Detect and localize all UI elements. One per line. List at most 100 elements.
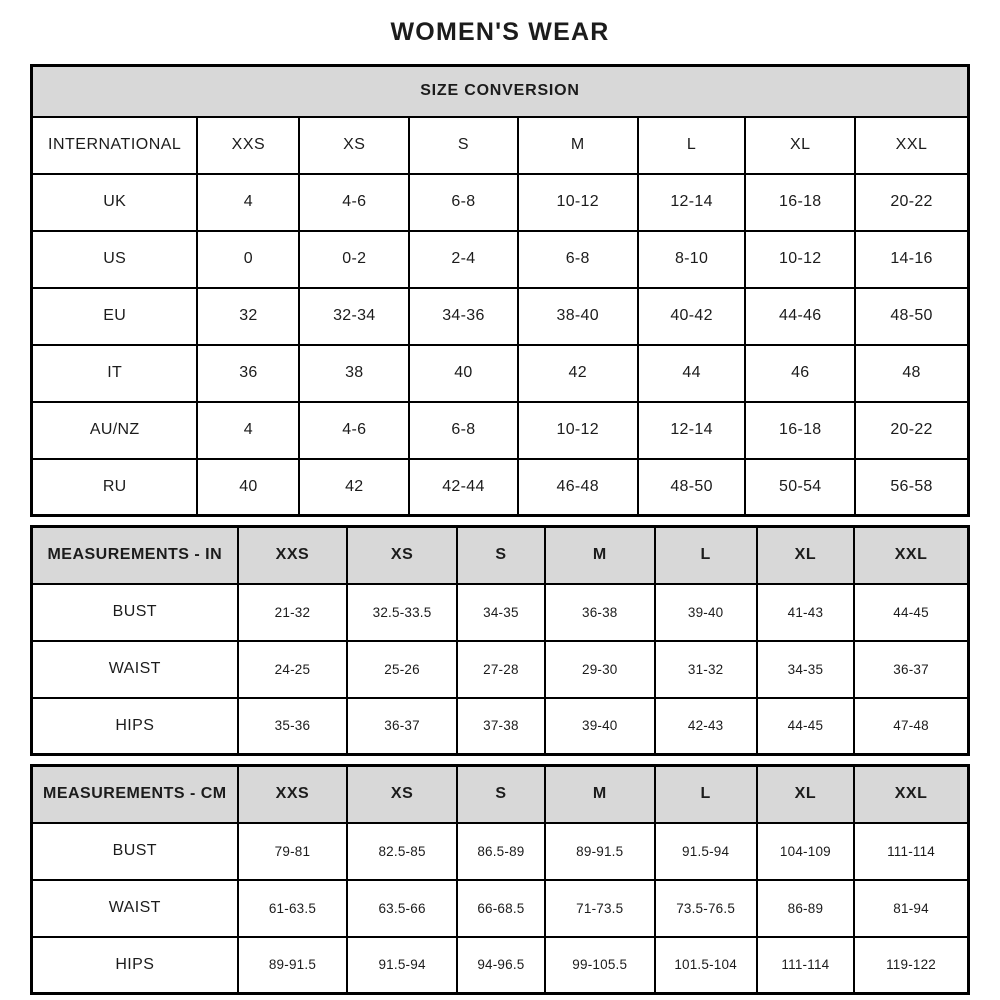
column-header: XS (298, 115, 411, 175)
table-gap (30, 756, 970, 764)
table-cell: 37-38 (455, 696, 546, 756)
column-header: L (653, 525, 758, 585)
table-cell: 73.5-76.5 (653, 878, 758, 938)
table-cell: 46-48 (516, 457, 639, 517)
table-cell: 21-32 (236, 582, 349, 642)
table-cell: 50-54 (744, 457, 857, 517)
table-cell: 4-6 (298, 400, 411, 460)
table-row: HIPS 35-36 36-37 37-38 39-40 42-43 44-45 47-48 (30, 696, 970, 756)
table-cell: 6-8 (516, 229, 639, 289)
table-cell: 82.5-85 (346, 821, 458, 881)
column-header: XL (744, 115, 857, 175)
table-cell: 36 (196, 343, 301, 403)
table-cell: 0-2 (298, 229, 411, 289)
row-label: US (30, 229, 199, 289)
table-cell: 86-89 (755, 878, 856, 938)
column-header: XL (755, 525, 856, 585)
table-cell: 16-18 (744, 172, 857, 232)
table-cell: 111-114 (853, 821, 970, 881)
table-cell: 44-46 (744, 286, 857, 346)
table-cell: 63.5-66 (346, 878, 458, 938)
table-title: MEASUREMENTS - CM (30, 764, 239, 824)
table-row: WAIST 24-25 25-26 27-28 29-30 31-32 34-35 36-37 (30, 639, 970, 699)
table-cell: 34-36 (408, 286, 519, 346)
table-cell: 36-37 (853, 639, 970, 699)
table-cell: 111-114 (755, 935, 856, 995)
table-cell: 2-4 (408, 229, 519, 289)
table-cell: 46 (744, 343, 857, 403)
table-cell: 10-12 (516, 400, 639, 460)
column-header: XXS (236, 764, 349, 824)
row-label: WAIST (30, 639, 239, 699)
row-label: BUST (30, 821, 239, 881)
row-label: WAIST (30, 878, 239, 938)
size-conversion-title: SIZE CONVERSION (30, 64, 970, 118)
table-cell: 89-91.5 (543, 821, 656, 881)
table-cell: 32.5-33.5 (346, 582, 458, 642)
column-header: M (516, 115, 639, 175)
column-header: L (636, 115, 747, 175)
table-row: UK 4 4-6 6-8 10-12 12-14 16-18 20-22 (30, 172, 970, 232)
table-row: EU 32 32-34 34-36 38-40 40-42 44-46 48-50 (30, 286, 970, 346)
table-cell: 31-32 (653, 639, 758, 699)
table-cell: 38 (298, 343, 411, 403)
size-conversion-table: SIZE CONVERSION INTERNATIONAL XXS XS S M L XL X… (30, 64, 970, 517)
column-header: M (543, 764, 656, 824)
measurements-cm-body: MEASUREMENTS - CM XXS XS S M L XL XXL BUST 79-81 8… (30, 764, 970, 995)
table-cell: 48-50 (854, 286, 970, 346)
row-label: EU (30, 286, 199, 346)
table-cell: 6-8 (408, 400, 519, 460)
table-cell: 20-22 (854, 400, 970, 460)
table-cell: 42-43 (653, 696, 758, 756)
table-row: BUST 21-32 32.5-33.5 34-35 36-38 39-40 41-43 44… (30, 582, 970, 642)
measurements-cm-table: MEASUREMENTS - CM XXS XS S M L XL XXL BUST 79-81 8… (30, 764, 970, 995)
table-cell: 16-18 (744, 400, 857, 460)
table-cell: 40-42 (636, 286, 747, 346)
table-row: MEASUREMENTS - CM XXS XS S M L XL XXL (30, 764, 970, 824)
table-cell: 34-35 (455, 582, 546, 642)
table-cell: 4 (196, 400, 301, 460)
row-label: HIPS (30, 935, 239, 995)
table-cell: 42 (516, 343, 639, 403)
table-cell: 44-45 (755, 696, 856, 756)
table-gap (30, 517, 970, 525)
table-cell: 35-36 (236, 696, 349, 756)
table-cell: 32 (196, 286, 301, 346)
table-cell: 12-14 (636, 400, 747, 460)
table-cell: 4-6 (298, 172, 411, 232)
table-row: AU/NZ 4 4-6 6-8 10-12 12-14 16-18 20-22 (30, 400, 970, 460)
table-cell: 86.5-89 (455, 821, 546, 881)
column-header: M (543, 525, 656, 585)
table-cell: 0 (196, 229, 301, 289)
table-cell: 47-48 (853, 696, 970, 756)
table-cell: 119-122 (853, 935, 970, 995)
table-cell: 29-30 (543, 639, 656, 699)
column-header: S (455, 764, 546, 824)
table-cell: 66-68.5 (455, 878, 546, 938)
table-row: WAIST 61-63.5 63.5-66 66-68.5 71-73.5 73.5-76… (30, 878, 970, 938)
measurements-in-table: MEASUREMENTS - IN XXS XS S M L XL XXL BUST 21-32 3… (30, 525, 970, 756)
table-cell: 48-50 (636, 457, 747, 517)
column-header: L (653, 764, 758, 824)
table-cell: 89-91.5 (236, 935, 349, 995)
measurements-in-body: MEASUREMENTS - IN XXS XS S M L XL XXL BUST 21-32 3… (30, 525, 970, 756)
table-row: RU 40 42 42-44 46-48 48-50 50-54 56-58 (30, 457, 970, 517)
table-row: US 0 0-2 2-4 6-8 8-10 10-12 14-16 (30, 229, 970, 289)
table-cell: 42 (298, 457, 411, 517)
column-header: XXS (196, 115, 301, 175)
table-cell: 44-45 (853, 582, 970, 642)
column-header: XXS (236, 525, 349, 585)
table-row: IT 36 38 40 42 44 46 48 (30, 343, 970, 403)
table-cell: 71-73.5 (543, 878, 656, 938)
table-cell: 32-34 (298, 286, 411, 346)
table-row: MEASUREMENTS - IN XXS XS S M L XL XXL (30, 525, 970, 585)
table-cell: 39-40 (543, 696, 656, 756)
row-label: HIPS (30, 696, 239, 756)
table-cell: 4 (196, 172, 301, 232)
table-cell: 12-14 (636, 172, 747, 232)
column-header: XS (346, 525, 458, 585)
column-header: S (455, 525, 546, 585)
table-cell: 81-94 (853, 878, 970, 938)
table-cell: 20-22 (854, 172, 970, 232)
column-header: XXL (854, 115, 970, 175)
